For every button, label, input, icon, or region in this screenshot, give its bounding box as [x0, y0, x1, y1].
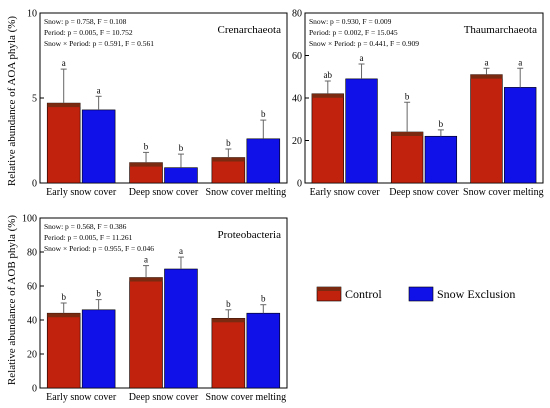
stats-line: Period: p = 0.005, F = 11.261 — [44, 233, 133, 242]
y-tick-label: 20 — [292, 136, 302, 147]
significance-letter: a — [97, 85, 101, 95]
x-tick-label: Early snow cover — [46, 392, 117, 403]
y-tick-label: 10 — [27, 9, 37, 20]
significance-letter: b — [144, 141, 149, 151]
y-tick-label: 100 — [22, 214, 37, 225]
stats-line: Snow × Period: p = 0.955, F = 0.046 — [44, 244, 154, 253]
y-tick-label: 80 — [292, 9, 302, 20]
y-tick-label: 0 — [32, 384, 37, 395]
significance-letter: a — [179, 246, 183, 256]
panel-thaumarchaeota: 0 20 40 60 80 Thaumarchaeota Snow: p = 0.930, … — [292, 9, 544, 199]
panel-title: Proteobacteria — [217, 229, 281, 241]
bar — [211, 157, 246, 184]
x-tick-label: Snow cover melting — [206, 392, 287, 403]
bar — [424, 135, 458, 184]
y-tick-label: 40 — [292, 94, 302, 105]
x-tick-label: Early snow cover — [46, 187, 117, 198]
bar-cap — [129, 162, 163, 167]
legend-label-snow-exclusion: Snow Exclusion — [437, 287, 515, 301]
significance-letter: a — [518, 57, 522, 67]
bar — [46, 312, 81, 389]
bar — [345, 78, 378, 184]
bar — [81, 109, 116, 184]
bar — [390, 131, 424, 184]
x-tick-label: Deep snow cover — [389, 187, 459, 198]
panel-crenarchaeota: 0 5 10 Crenarchaeota Snow: p = 0.758, F = 0.… — [27, 9, 288, 198]
panel-title: Thaumarchaeota — [464, 24, 537, 36]
x-tick-label: Early snow cover — [310, 187, 381, 198]
significance-letter: a — [62, 58, 66, 68]
bar — [246, 312, 281, 389]
stats-line: Snow × Period: p = 0.591, F = 0.561 — [44, 39, 154, 48]
significance-letter: a — [484, 57, 488, 67]
bar — [81, 309, 116, 389]
bar — [311, 93, 344, 184]
y-tick-label: 60 — [27, 282, 37, 293]
bar-cap — [129, 277, 163, 282]
bar — [46, 102, 81, 184]
x-tick-label: Deep snow cover — [129, 187, 199, 198]
bar-cap — [470, 74, 503, 79]
significance-letter: b — [405, 91, 410, 101]
bar — [504, 87, 537, 184]
bar-cap — [211, 157, 245, 162]
y-tick-label: 40 — [27, 316, 37, 327]
x-tick-label: Snow cover melting — [463, 187, 544, 198]
y-tick-label: 80 — [27, 248, 37, 259]
significance-letter: b — [179, 143, 184, 153]
panel-proteobacteria: 0 20 40 60 80 100 Proteobacteria Snow: p = 0.56… — [22, 214, 288, 403]
stats-line: Period: p = 0.005, F = 10.752 — [44, 28, 133, 37]
bar — [211, 317, 246, 389]
y-tick-label: 5 — [32, 94, 37, 105]
bar-cap — [211, 318, 245, 323]
x-tick-label: Snow cover melting — [206, 187, 287, 198]
significance-letter: b — [61, 292, 66, 302]
bar-cap — [47, 103, 81, 108]
bar-cap — [391, 132, 423, 136]
legend-swatch-snow-exclusion — [408, 286, 434, 302]
stats-line: Snow: p = 0.758, F = 0.108 — [44, 17, 127, 26]
y-axis-label-aoa: Relative abundance of AOA phyla (%) — [6, 16, 18, 186]
stats-line: Snow: p = 0.930, F = 0.009 — [309, 17, 392, 26]
bar-cap — [47, 313, 81, 318]
y-tick-label: 60 — [292, 51, 302, 62]
y-tick-label: 0 — [297, 179, 302, 190]
bar — [470, 74, 503, 184]
significance-letter: b — [261, 109, 266, 119]
x-tick-label: Deep snow cover — [129, 392, 199, 403]
significance-letter: a — [144, 255, 148, 265]
y-tick-label: 0 — [32, 179, 37, 190]
significance-letter: b — [261, 294, 266, 304]
stats-line: Period: p = 0.002, F = 15.045 — [309, 28, 398, 37]
plot-frame — [39, 217, 288, 389]
significance-letter: b — [96, 289, 101, 299]
significance-letter: b — [226, 299, 231, 309]
bar — [164, 167, 198, 184]
bar — [129, 277, 163, 389]
significance-letter: ab — [324, 70, 333, 80]
bar — [164, 268, 198, 389]
stats-line: Snow: p = 0.568, F = 0.386 — [44, 222, 127, 231]
legend: Control Snow Exclusion — [316, 286, 515, 302]
bar — [246, 138, 281, 184]
legend-label-control: Control — [345, 287, 382, 301]
y-tick-label: 20 — [27, 350, 37, 361]
stats-line: Snow × Period: p = 0.441, F = 0.909 — [309, 39, 419, 48]
significance-letter: b — [226, 138, 231, 148]
panel-title: Crenarchaeota — [217, 24, 281, 36]
bar-cap — [311, 93, 344, 98]
significance-letter: b — [439, 119, 444, 129]
y-axis-label-aob: Relative abundance of AOB phyla (%) — [6, 215, 18, 385]
legend-swatch-cap — [317, 287, 341, 291]
significance-letter: a — [360, 53, 364, 63]
